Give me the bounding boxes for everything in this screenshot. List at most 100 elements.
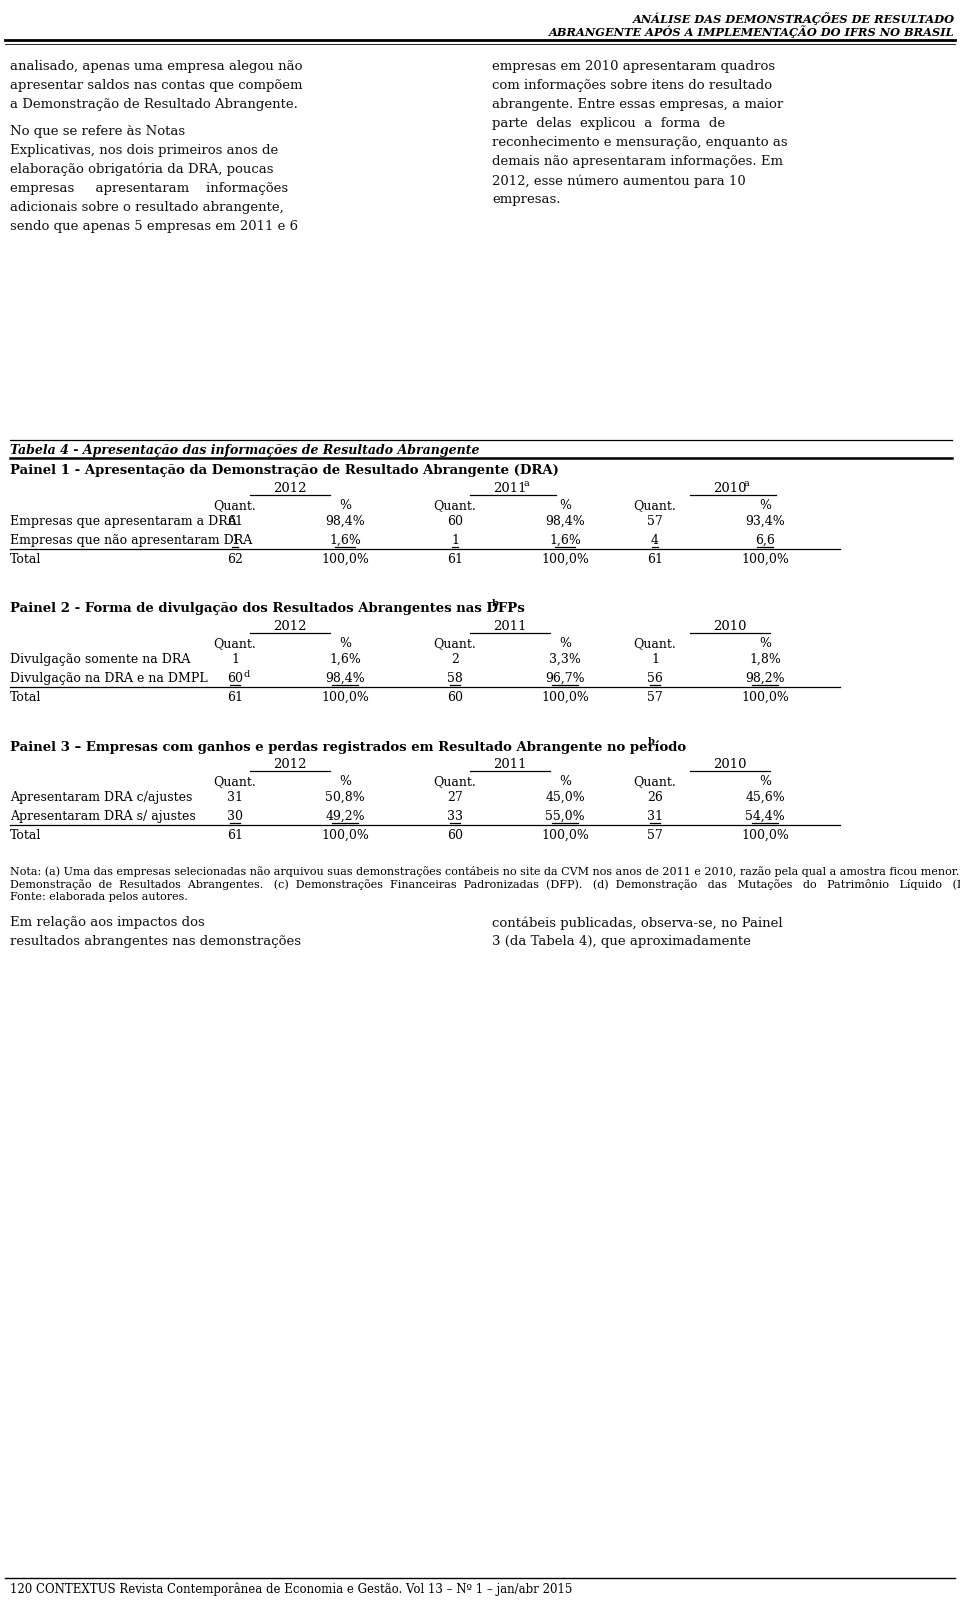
Text: %: % (339, 499, 351, 511)
Text: Total: Total (10, 829, 41, 842)
Text: a Demonstração de Resultado Abrangente.: a Demonstração de Resultado Abrangente. (10, 98, 298, 111)
Text: %: % (559, 774, 571, 789)
Text: 100,0%: 100,0% (541, 553, 588, 566)
Text: 6,6: 6,6 (756, 534, 775, 547)
Text: abrangente. Entre essas empresas, a maior: abrangente. Entre essas empresas, a maio… (492, 98, 783, 111)
Text: empresas em 2010 apresentaram quadros: empresas em 2010 apresentaram quadros (492, 59, 775, 74)
Text: 60: 60 (447, 829, 463, 842)
Text: 57: 57 (647, 515, 662, 527)
Text: parte  delas  explicou  a  forma  de: parte delas explicou a forma de (492, 117, 725, 130)
Text: No que se refere às Notas: No que se refere às Notas (10, 125, 185, 138)
Text: 49,2%: 49,2% (325, 810, 365, 822)
Text: 100,0%: 100,0% (321, 829, 369, 842)
Text: 2010: 2010 (713, 758, 747, 771)
Text: Nota: (a) Uma das empresas selecionadas não arquivou suas demonstrações contábei: Nota: (a) Uma das empresas selecionadas … (10, 866, 960, 877)
Text: 2012, esse número aumentou para 10: 2012, esse número aumentou para 10 (492, 175, 746, 188)
Text: analisado, apenas uma empresa alegou não: analisado, apenas uma empresa alegou não (10, 59, 302, 74)
Text: sendo que apenas 5 empresas em 2011 e 6: sendo que apenas 5 empresas em 2011 e 6 (10, 220, 299, 232)
Text: 96,7%: 96,7% (545, 672, 585, 684)
Text: %: % (339, 636, 351, 649)
Text: 98,4%: 98,4% (325, 672, 365, 684)
Text: 2012: 2012 (274, 620, 307, 633)
Text: 57: 57 (647, 829, 662, 842)
Text: a: a (524, 479, 530, 487)
Text: apresentar saldos nas contas que compõem: apresentar saldos nas contas que compõem (10, 79, 302, 91)
Text: 1: 1 (231, 652, 239, 665)
Text: 1,8%: 1,8% (749, 652, 780, 665)
Text: ABRANGENTE APÓS A IMPLEMENTAÇÃO DO IFRS NO BRASIL: ABRANGENTE APÓS A IMPLEMENTAÇÃO DO IFRS … (549, 26, 955, 38)
Text: 1: 1 (231, 534, 239, 547)
Text: 1: 1 (451, 534, 459, 547)
Text: Quant.: Quant. (634, 774, 677, 789)
Text: 2010: 2010 (713, 483, 747, 495)
Text: Empresas que não apresentaram DRA: Empresas que não apresentaram DRA (10, 534, 252, 547)
Text: 61: 61 (227, 691, 243, 704)
Text: 2012: 2012 (274, 483, 307, 495)
Text: 60: 60 (447, 691, 463, 704)
Text: demais não apresentaram informações. Em: demais não apresentaram informações. Em (492, 155, 783, 168)
Text: reconhecimento e mensuração, enquanto as: reconhecimento e mensuração, enquanto as (492, 136, 787, 149)
Text: %: % (559, 499, 571, 511)
Text: b: b (648, 737, 655, 745)
Text: Demonstração  de  Resultados  Abrangentes.   (c)  Demonstrações  Financeiras  Pa: Demonstração de Resultados Abrangentes. … (10, 878, 960, 890)
Text: 50,8%: 50,8% (325, 790, 365, 805)
Text: Em relação aos impactos dos: Em relação aos impactos dos (10, 915, 204, 930)
Text: 98,2%: 98,2% (745, 672, 785, 684)
Text: 100,0%: 100,0% (321, 691, 369, 704)
Text: Quant.: Quant. (634, 499, 677, 511)
Text: 33: 33 (447, 810, 463, 822)
Text: 2011: 2011 (493, 620, 527, 633)
Text: %: % (759, 774, 771, 789)
Text: 45,0%: 45,0% (545, 790, 585, 805)
Text: 100,0%: 100,0% (541, 691, 588, 704)
Text: %: % (559, 636, 571, 649)
Text: 2011: 2011 (493, 758, 527, 771)
Text: 60: 60 (227, 672, 243, 684)
Text: 54,4%: 54,4% (745, 810, 785, 822)
Text: Quant.: Quant. (214, 499, 256, 511)
Text: 61: 61 (227, 515, 243, 527)
Text: 1: 1 (651, 652, 659, 665)
Text: Divulgação na DRA e na DMPL: Divulgação na DRA e na DMPL (10, 672, 207, 684)
Text: empresas.: empresas. (492, 192, 561, 207)
Text: 3 (da Tabela 4), que aproximadamente: 3 (da Tabela 4), que aproximadamente (492, 935, 751, 947)
Text: %: % (339, 774, 351, 789)
Text: 1,6%: 1,6% (329, 534, 361, 547)
Text: 1,6%: 1,6% (549, 534, 581, 547)
Text: Apresentaram DRA s/ ajustes: Apresentaram DRA s/ ajustes (10, 810, 196, 822)
Text: 62: 62 (228, 553, 243, 566)
Text: Apresentaram DRA c/ajustes: Apresentaram DRA c/ajustes (10, 790, 192, 805)
Text: 31: 31 (647, 810, 663, 822)
Text: 100,0%: 100,0% (741, 691, 789, 704)
Text: Painel 2 - Forma de divulgação dos Resultados Abrangentes nas DFPs: Painel 2 - Forma de divulgação dos Resul… (10, 603, 525, 616)
Text: d: d (243, 670, 250, 680)
Text: empresas     apresentaram    informações: empresas apresentaram informações (10, 183, 288, 196)
Text: resultados abrangentes nas demonstrações: resultados abrangentes nas demonstrações (10, 935, 301, 947)
Text: 2012: 2012 (274, 758, 307, 771)
Text: 60: 60 (447, 515, 463, 527)
Text: Total: Total (10, 553, 41, 566)
Text: 2011: 2011 (493, 483, 527, 495)
Text: Painel 1 - Apresentação da Demonstração de Resultado Abrangente (DRA): Painel 1 - Apresentação da Demonstração … (10, 463, 559, 478)
Text: Painel 3 – Empresas com ganhos e perdas registrados em Resultado Abrangente no p: Painel 3 – Empresas com ganhos e perdas … (10, 741, 686, 753)
Text: Quant.: Quant. (634, 636, 677, 649)
Text: 93,4%: 93,4% (745, 515, 785, 527)
Text: adicionais sobre o resultado abrangente,: adicionais sobre o resultado abrangente, (10, 200, 284, 213)
Text: 120 CONTEXTUS Revista Contemporânea de Economia e Gestão. Vol 13 – Nº 1 – jan/ab: 120 CONTEXTUS Revista Contemporânea de E… (10, 1582, 572, 1595)
Text: 56: 56 (647, 672, 663, 684)
Text: b: b (492, 600, 499, 608)
Text: Explicativas, nos dois primeiros anos de: Explicativas, nos dois primeiros anos de (10, 144, 278, 157)
Text: ANÁLISE DAS DEMONSTRAÇÕES DE RESULTADO: ANÁLISE DAS DEMONSTRAÇÕES DE RESULTADO (633, 11, 955, 26)
Text: 98,4%: 98,4% (545, 515, 585, 527)
Text: 4: 4 (651, 534, 659, 547)
Text: Quant.: Quant. (434, 499, 476, 511)
Text: 2010: 2010 (713, 620, 747, 633)
Text: 2: 2 (451, 652, 459, 665)
Text: 100,0%: 100,0% (741, 553, 789, 566)
Text: %: % (759, 499, 771, 511)
Text: elaboração obrigatória da DRA, poucas: elaboração obrigatória da DRA, poucas (10, 164, 274, 176)
Text: 55,0%: 55,0% (545, 810, 585, 822)
Text: 61: 61 (447, 553, 463, 566)
Text: Quant.: Quant. (434, 774, 476, 789)
Text: Divulgação somente na DRA: Divulgação somente na DRA (10, 652, 190, 665)
